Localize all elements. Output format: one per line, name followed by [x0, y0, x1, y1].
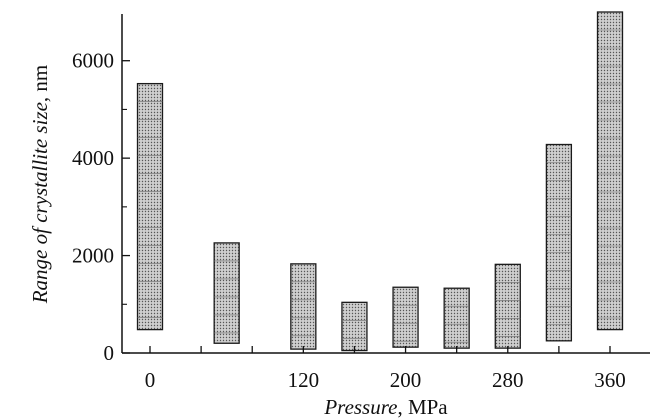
range-bar [596, 11, 624, 331]
range-bar-rect [392, 286, 419, 348]
axes-group [121, 14, 650, 354]
x-tick-label: 360 [594, 368, 626, 392]
x-tick-label: 200 [390, 368, 422, 392]
y-tick-label: 6000 [72, 49, 114, 73]
range-bar [494, 263, 521, 349]
range-bar [290, 263, 317, 350]
x-tick-label: 120 [288, 368, 320, 392]
y-axis-title: Range of crystallite size, nm [28, 65, 52, 305]
x-tick-label: 0 [145, 368, 156, 392]
range-bar-rect [136, 82, 164, 331]
range-bar [341, 301, 368, 352]
range-bar [443, 287, 470, 349]
range-bar [136, 82, 164, 331]
range-bar-rect [494, 263, 521, 349]
range-bar-rect [443, 287, 470, 349]
x-axis-title: Pressure, MPa [323, 395, 448, 419]
labels-group: 0 2000 4000 6000 0 120 200 280 360 Pressure, MPa R… [28, 49, 626, 419]
x-axis-title-unit: , MPa [397, 395, 448, 419]
range-bar [213, 242, 240, 344]
range-bar-rect [596, 11, 624, 331]
y-axis-title-italic: Range of crystallite size [28, 102, 52, 304]
y-tick-label: 0 [104, 341, 115, 365]
x-axis-title-italic: Pressure [323, 395, 397, 419]
x-tick-label: 280 [492, 368, 524, 392]
range-bar [545, 143, 573, 342]
y-tick-label: 2000 [72, 244, 114, 268]
range-bar [392, 286, 419, 348]
range-bar-rect [290, 263, 317, 350]
range-bar-rect [545, 143, 573, 342]
range-bar-rect [213, 242, 240, 344]
y-axis-title-unit: , nm [28, 65, 52, 102]
y-tick-label: 4000 [72, 146, 114, 170]
bars-group [136, 11, 624, 352]
range-bar-rect [341, 301, 368, 352]
